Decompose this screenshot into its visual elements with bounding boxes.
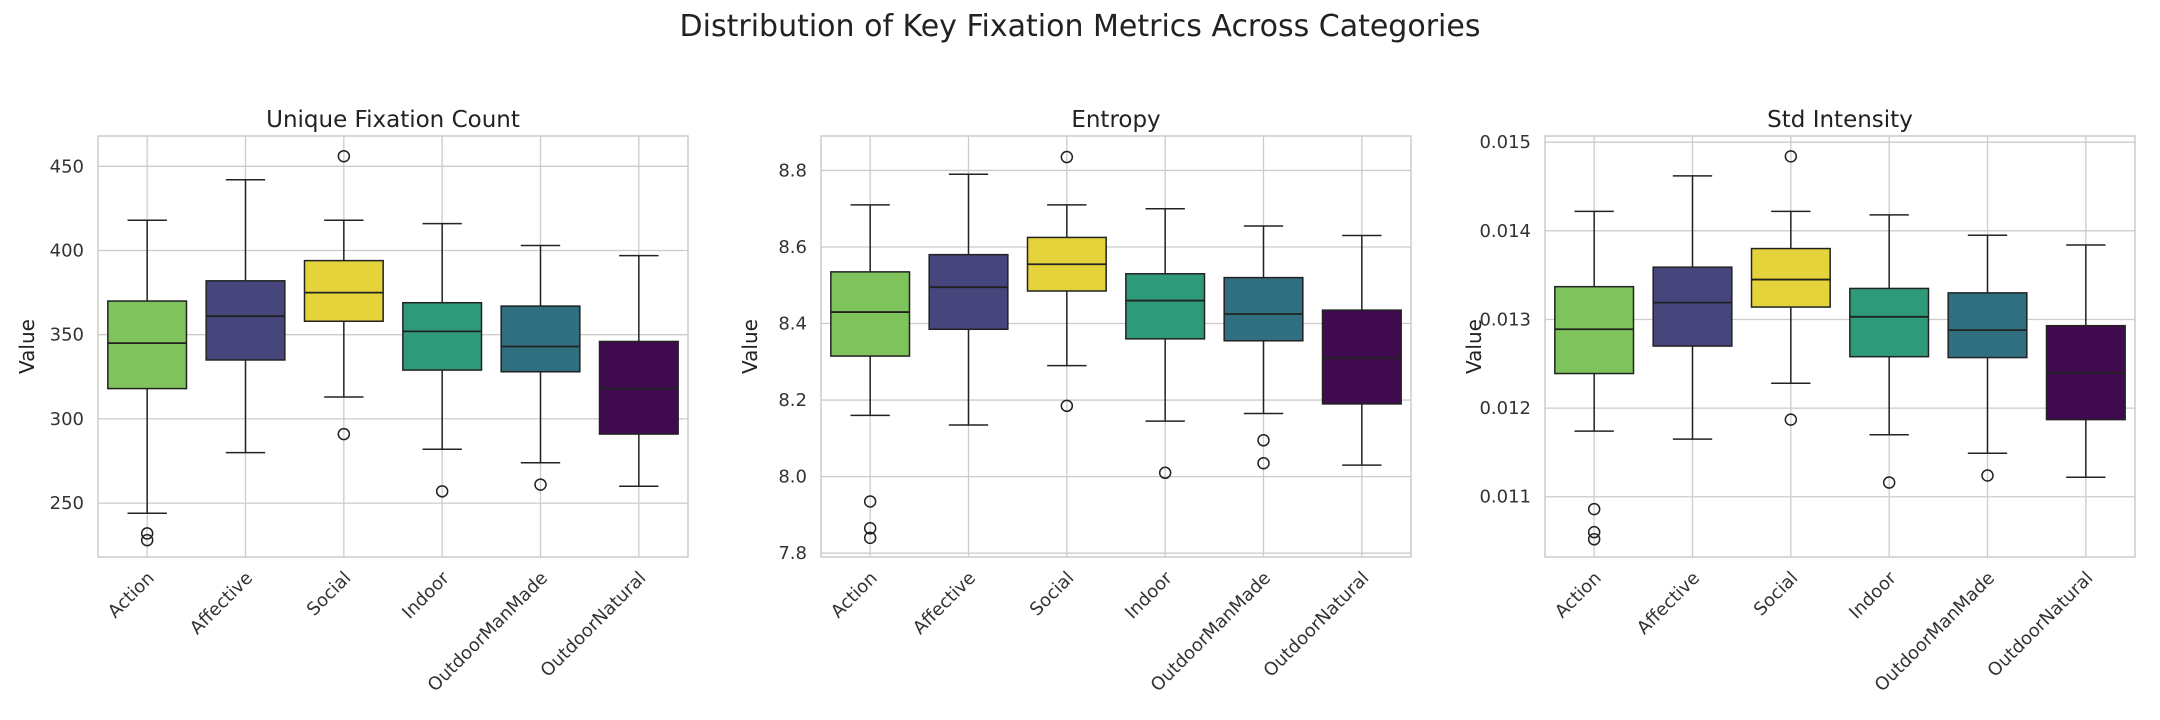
y-tick-label: 8.4 — [778, 314, 807, 335]
box-Action — [1554, 210, 1635, 546]
box-Action — [107, 219, 188, 547]
outlier-point — [1784, 413, 1798, 426]
box-Indoor — [1849, 214, 1930, 489]
outlier-point — [1784, 150, 1798, 163]
outlier-point — [1981, 469, 1994, 482]
outlier-point — [863, 495, 877, 508]
outlier-point — [863, 522, 877, 535]
iqr-box — [1321, 309, 1402, 405]
iqr-box — [107, 300, 188, 390]
box-Action — [830, 204, 911, 545]
outlier-point — [1060, 399, 1074, 413]
outlier-point — [435, 485, 449, 498]
y-tick-label: 0.011 — [1479, 487, 1531, 508]
y-tick-label: 8.0 — [778, 467, 807, 488]
y-tick-label: 300 — [50, 409, 84, 430]
box-OutdoorNatural — [1321, 234, 1402, 466]
box-Indoor — [402, 222, 483, 498]
outlier-point — [1587, 533, 1601, 546]
box-Social — [303, 149, 384, 441]
y-tick-label: 350 — [50, 325, 84, 346]
box-Affective — [928, 173, 1009, 426]
figure-title: Distribution of Key Fixation Metrics Acr… — [680, 9, 1481, 44]
y-tick-label: 8.2 — [778, 390, 807, 411]
axes-frame — [97, 135, 689, 558]
outlier-point — [337, 149, 351, 163]
subplot-title: Unique Fixation Count — [266, 107, 520, 133]
iqr-box — [1652, 266, 1733, 347]
y-tick-label: 0.012 — [1479, 398, 1531, 419]
subplot-title: Std Intensity — [1767, 107, 1913, 133]
box-OutdoorManMade — [1223, 225, 1304, 470]
y-tick-label: 0.015 — [1479, 132, 1531, 153]
iqr-box — [1849, 287, 1930, 358]
y-tick-label: 250 — [50, 493, 84, 514]
iqr-box — [1125, 273, 1206, 340]
y-tick-label: 0.014 — [1479, 221, 1531, 242]
box-OutdoorNatural — [598, 254, 679, 488]
outlier-point — [140, 527, 154, 540]
iqr-box — [1223, 276, 1304, 342]
box-Indoor — [1125, 207, 1206, 480]
iqr-box — [928, 253, 1009, 331]
y-axis-label: Value — [1462, 319, 1486, 374]
outlier-point — [1587, 502, 1601, 516]
box-Affective — [205, 179, 286, 454]
y-tick-label: 8.8 — [778, 160, 807, 181]
outlier-point — [1882, 476, 1896, 489]
y-axis-label: Value — [738, 319, 762, 374]
outlier-point — [1158, 466, 1172, 480]
box-Affective — [1652, 175, 1733, 440]
outlier-point — [337, 427, 351, 441]
outlier-point — [534, 478, 547, 491]
y-tick-label: 400 — [50, 241, 84, 262]
iqr-box — [1947, 292, 2028, 359]
outlier-point — [1257, 434, 1270, 447]
axes-frame — [820, 135, 1412, 558]
box-Social — [1750, 150, 1831, 426]
outlier-point — [863, 531, 877, 545]
outlier-point — [1587, 525, 1601, 539]
y-tick-label: 7.8 — [778, 543, 807, 564]
box-OutdoorNatural — [2045, 244, 2126, 478]
iqr-box — [303, 259, 384, 322]
iqr-box — [500, 305, 581, 373]
y-tick-label: 0.013 — [1479, 309, 1531, 330]
iqr-box — [205, 280, 286, 361]
outlier-point — [1060, 150, 1074, 164]
iqr-box — [830, 271, 911, 357]
box-OutdoorManMade — [1947, 234, 2028, 482]
subplot-title: Entropy — [1071, 107, 1160, 133]
outlier-point — [140, 533, 154, 547]
y-tick-label: 450 — [50, 156, 84, 177]
iqr-box — [1750, 247, 1831, 308]
y-tick-label: 8.6 — [778, 237, 807, 258]
axes-frame — [1544, 135, 2136, 558]
iqr-box — [402, 301, 483, 371]
box-OutdoorManMade — [500, 244, 581, 491]
y-axis-label: Value — [15, 319, 39, 374]
outlier-point — [1257, 456, 1270, 470]
box-Social — [1026, 150, 1107, 413]
